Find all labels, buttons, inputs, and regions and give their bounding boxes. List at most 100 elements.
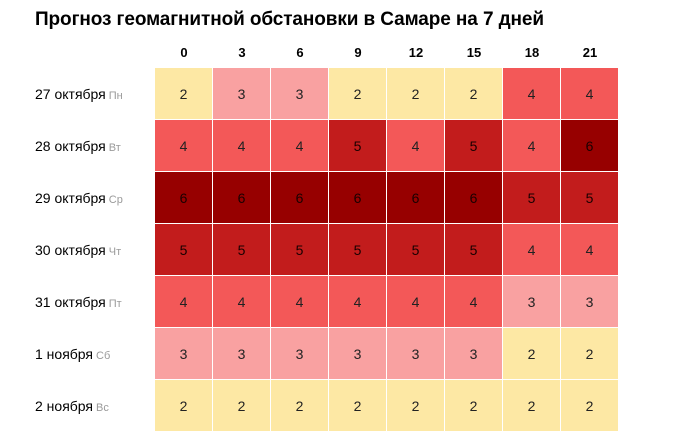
hour-label: 12 [408, 45, 424, 60]
day-of-week: Пн [108, 89, 123, 102]
day-of-week: Чт [108, 245, 122, 258]
kp-index-cell: 3 [155, 328, 212, 379]
kp-index-cell: 2 [155, 68, 212, 119]
hour-label: 6 [296, 45, 304, 60]
day-label: 28 октября Вт [35, 138, 155, 154]
kp-index-cell: 5 [387, 224, 444, 275]
day-label: 1 ноября Сб [35, 346, 155, 362]
day-date: 30 октября [35, 241, 106, 258]
kp-index-cell: 4 [445, 276, 502, 327]
kp-index-cell: 2 [561, 328, 618, 379]
kp-index-cell: 4 [213, 276, 270, 327]
table-row: 29 октября Ср 6 6 6 6 6 6 5 5 [35, 172, 619, 223]
kp-index-cell: 6 [213, 172, 270, 223]
kp-index-cell: 6 [445, 172, 502, 223]
kp-index-cell: 4 [155, 276, 212, 327]
kp-index-cell: 4 [155, 120, 212, 171]
day-label: 31 октября Пт [35, 294, 155, 310]
day-label: 2 ноября Вс [35, 398, 155, 414]
kp-index-cell: 5 [155, 224, 212, 275]
kp-index-cell: 6 [561, 120, 618, 171]
kp-index-cell: 4 [271, 120, 328, 171]
day-of-week: Ср [108, 193, 123, 206]
table-row: 27 октября Пн 2 3 3 2 2 2 4 4 [35, 68, 619, 119]
kp-index-cell: 5 [445, 224, 502, 275]
kp-index-cell: 4 [561, 224, 618, 275]
kp-index-cell: 6 [329, 172, 386, 223]
hour-label: 0 [180, 45, 188, 60]
kp-index-cell: 6 [271, 172, 328, 223]
kp-index-cell: 2 [387, 380, 444, 431]
kp-index-cell: 4 [387, 276, 444, 327]
kp-index-cell: 2 [503, 380, 560, 431]
kp-index-cell: 2 [387, 68, 444, 119]
kp-index-cell: 2 [503, 328, 560, 379]
kp-index-cell: 6 [155, 172, 212, 223]
hour-label: 15 [466, 45, 482, 60]
kp-index-cell: 2 [445, 68, 502, 119]
kp-index-cell: 2 [271, 380, 328, 431]
kp-index-cell: 3 [503, 276, 560, 327]
hour-label: 18 [524, 45, 540, 60]
kp-index-cell: 2 [329, 380, 386, 431]
kp-index-cell: 4 [503, 224, 560, 275]
kp-index-cell: 5 [271, 224, 328, 275]
kp-index-cell: 3 [561, 276, 618, 327]
kp-index-cell: 5 [561, 172, 618, 223]
kp-index-cell: 5 [329, 120, 386, 171]
day-date: 29 октября [35, 189, 106, 206]
kp-index-cell: 2 [329, 68, 386, 119]
kp-index-cell: 2 [155, 380, 212, 431]
kp-index-cell: 2 [213, 380, 270, 431]
kp-index-cell: 4 [561, 68, 618, 119]
kp-index-cell: 3 [387, 328, 444, 379]
kp-index-cell: 3 [271, 328, 328, 379]
kp-index-cell: 3 [329, 328, 386, 379]
day-date: 1 ноября [35, 345, 94, 362]
kp-index-cell: 4 [271, 276, 328, 327]
day-of-week: Сб [96, 349, 111, 362]
day-of-week: Вт [108, 141, 121, 154]
hour-label: 21 [582, 45, 598, 60]
kp-index-cell: 3 [271, 68, 328, 119]
kp-index-cell: 4 [503, 68, 560, 119]
day-of-week: Вс [96, 401, 109, 414]
day-date: 31 октября [35, 293, 106, 310]
table-row: 31 октября Пт 4 4 4 4 4 4 3 3 [35, 276, 619, 327]
kp-index-cell: 5 [213, 224, 270, 275]
page-title: Прогноз геомагнитной обстановки в Самаре… [35, 9, 544, 30]
kp-index-cell: 6 [387, 172, 444, 223]
hours-header: 0 3 6 9 12 15 18 21 [155, 45, 619, 60]
kp-index-cell: 4 [387, 120, 444, 171]
day-label: 30 октября Чт [35, 242, 155, 258]
day-date: 27 октября [35, 85, 106, 102]
day-label: 27 октября Пн [35, 86, 155, 102]
day-date: 2 ноября [35, 397, 94, 414]
day-label: 29 октября Ср [35, 190, 155, 206]
kp-index-cell: 5 [329, 224, 386, 275]
day-date: 28 октября [35, 137, 106, 154]
table-row: 1 ноября Сб 3 3 3 3 3 3 2 2 [35, 328, 619, 379]
day-of-week: Пт [108, 297, 122, 310]
kp-index-cell: 2 [561, 380, 618, 431]
table-row: 30 октября Чт 5 5 5 5 5 5 4 4 [35, 224, 619, 275]
kp-index-cell: 4 [329, 276, 386, 327]
hour-label: 3 [238, 45, 246, 60]
table-row: 28 октября Вт 4 4 4 5 4 5 4 6 [35, 120, 619, 171]
kp-index-cell: 5 [445, 120, 502, 171]
forecast-table: 27 октября Пн 2 3 3 2 2 2 4 4 28 октября Вт 4 4 4 5 4 5 4 6… [35, 68, 619, 432]
kp-index-cell: 4 [503, 120, 560, 171]
kp-index-cell: 3 [213, 328, 270, 379]
kp-index-cell: 4 [213, 120, 270, 171]
hour-label: 9 [354, 45, 362, 60]
kp-index-cell: 3 [445, 328, 502, 379]
kp-index-cell: 5 [503, 172, 560, 223]
table-row: 2 ноября Вс 2 2 2 2 2 2 2 2 [35, 380, 619, 431]
